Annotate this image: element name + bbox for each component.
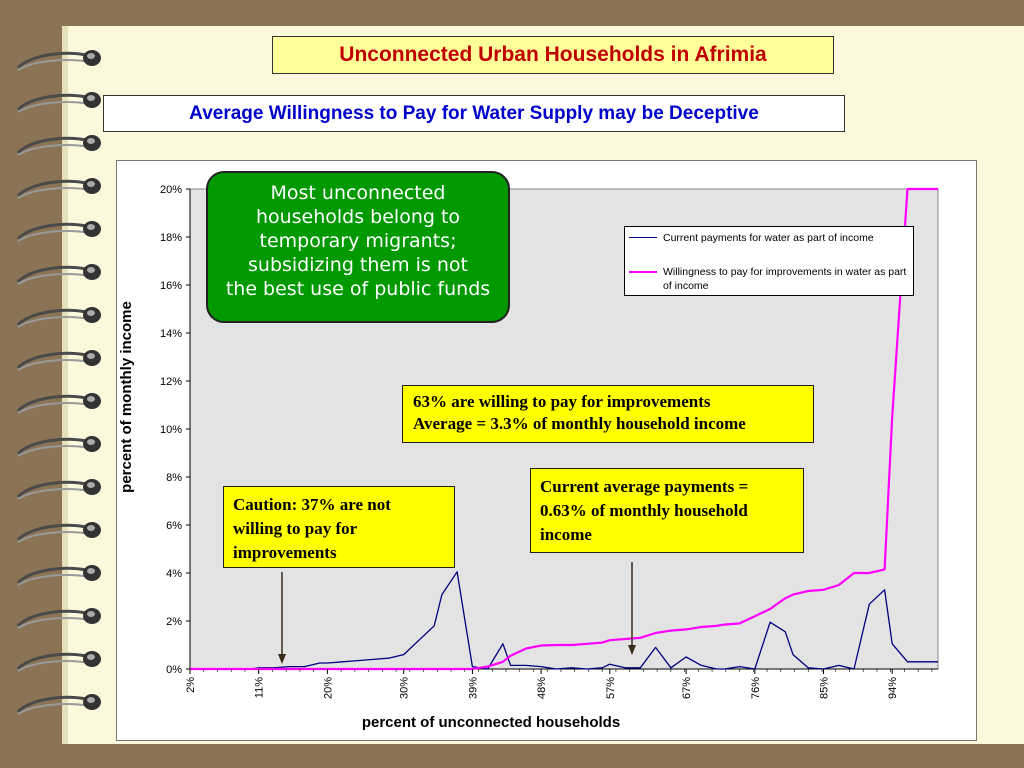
note-willing-63: 63% are willing to pay for improvements … — [402, 385, 814, 443]
slide-title: Unconnected Urban Households in Afrimia — [272, 36, 834, 74]
legend-label-willingness: Willingness to pay for improvements in w… — [663, 266, 907, 292]
legend-item-willingness: Willingness to pay for improvements in w… — [629, 265, 913, 293]
binding-ring — [16, 350, 101, 371]
note-current-payments: Current average payments = 0.63% of mont… — [530, 468, 804, 553]
note-caution-line: willing to pay for — [233, 519, 358, 538]
binding-ring — [16, 608, 101, 629]
binding-ring — [16, 393, 101, 414]
legend-swatch-current — [629, 237, 657, 238]
legend-swatch-willingness — [629, 271, 657, 273]
callout-migrants-line: subsidizing them is not — [248, 254, 468, 276]
note-willing-line: Average = 3.3% of monthly household inco… — [413, 414, 746, 433]
binding-ring — [16, 651, 101, 672]
binding-ring — [16, 436, 101, 457]
callout-migrants-line: Most unconnected — [270, 182, 446, 204]
binding-ring — [16, 264, 101, 285]
binding-ring — [16, 178, 101, 199]
binding-ring — [16, 92, 101, 113]
note-current-line: 0.63% of monthly household — [540, 501, 748, 520]
callout-migrants-line: temporary migrants; — [259, 230, 457, 252]
callout-migrants: Most unconnected households belong to te… — [206, 171, 510, 323]
binding-ring — [16, 221, 101, 242]
note-willing-line: 63% are willing to pay for improvements — [413, 392, 711, 411]
callout-migrants-line: households belong to — [255, 206, 461, 228]
binding-ring — [16, 522, 101, 543]
callout-migrants-line: the best use of public funds — [225, 278, 491, 300]
legend-item-current: Current payments for water as part of in… — [629, 231, 913, 245]
note-caution-line: Caution: 37% are not — [233, 495, 391, 514]
binding-ring — [16, 479, 101, 500]
binding-ring — [16, 694, 101, 715]
binding-ring — [16, 565, 101, 586]
binding-ring — [16, 135, 101, 156]
binding-ring — [16, 307, 101, 328]
note-caution: Caution: 37% are not willing to pay for … — [223, 486, 455, 568]
note-current-line: income — [540, 525, 592, 544]
note-caution-line: improvements — [233, 543, 337, 562]
binding-ring — [16, 50, 101, 71]
legend-label-current: Current payments for water as part of in… — [663, 232, 874, 244]
chart-legend: Current payments for water as part of in… — [624, 226, 914, 296]
page-spine — [62, 26, 68, 744]
desk-bottom — [0, 744, 1024, 768]
note-current-line: Current average payments = — [540, 477, 749, 496]
slide-subtitle: Average Willingness to Pay for Water Sup… — [103, 95, 845, 132]
